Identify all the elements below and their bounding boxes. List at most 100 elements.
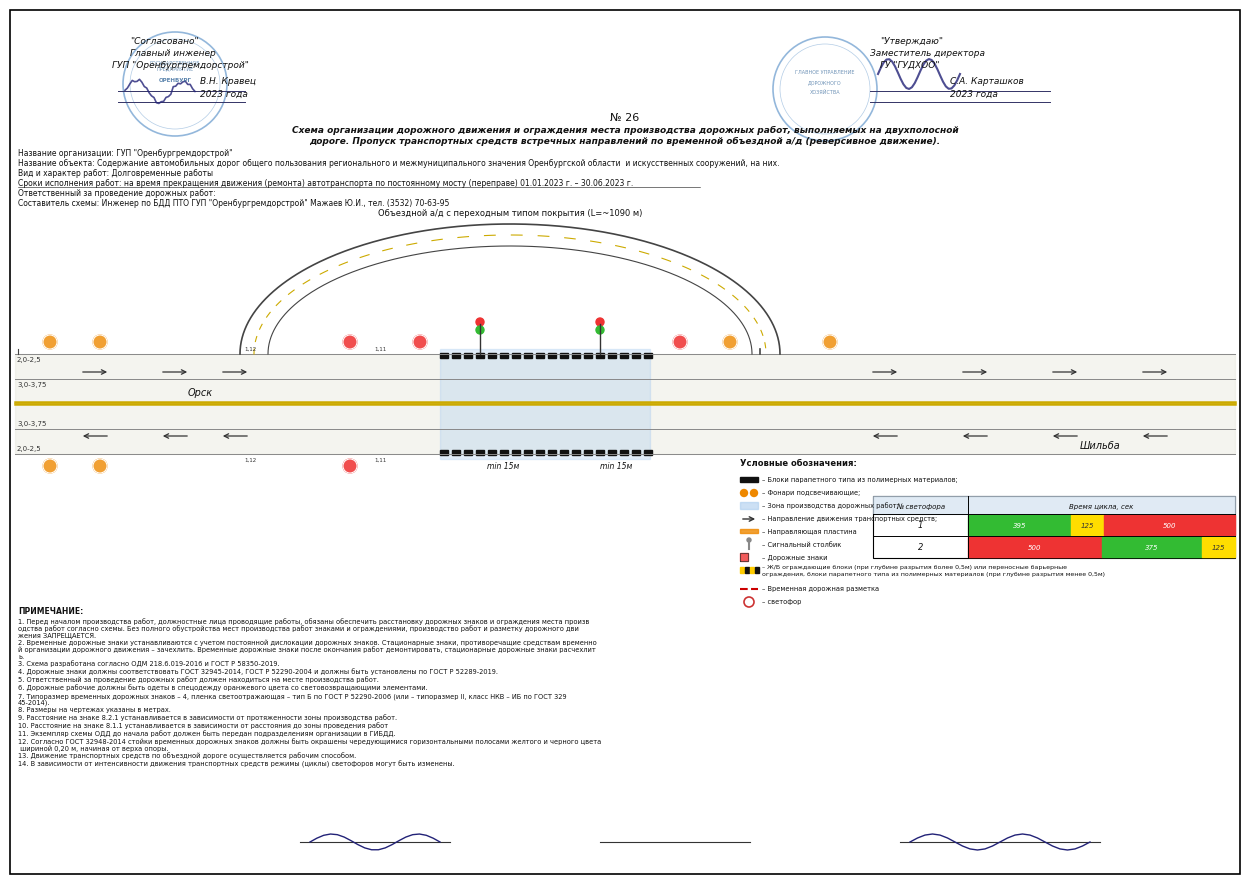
Circle shape <box>412 335 428 349</box>
Text: 3,0-3,75: 3,0-3,75 <box>18 421 46 427</box>
Circle shape <box>92 335 108 349</box>
Text: "Согласовано": "Согласовано" <box>130 37 199 46</box>
Text: Орск: Орск <box>188 388 213 398</box>
Text: Сроки исполнения работ: на время прекращения движения (ремонта) автотранспорта п: Сроки исполнения работ: на время прекращ… <box>18 179 634 188</box>
Bar <box>440 349 650 459</box>
Circle shape <box>42 459 58 473</box>
Text: одства работ согласно схемы. Без полного обустройства мест производства работ зн: одства работ согласно схемы. Без полного… <box>18 625 579 632</box>
Text: Название объекта: Содержание автомобильных дорог общего пользования региональног: Название объекта: Содержание автомобильн… <box>18 159 780 168</box>
Text: ДОРОЖНОГО: ДОРОЖНОГО <box>809 80 841 85</box>
Circle shape <box>750 490 758 497</box>
Text: – Направляющая пластина: – Направляющая пластина <box>762 529 856 535</box>
Text: 125: 125 <box>1211 545 1225 551</box>
Text: – Сигнальный столбик: – Сигнальный столбик <box>762 542 841 548</box>
Circle shape <box>476 326 484 334</box>
Text: Название организации: ГУП "Оренбургремдорстрой": Название организации: ГУП "Оренбургремдо… <box>18 149 232 158</box>
Circle shape <box>672 335 688 349</box>
Bar <box>524 450 532 455</box>
Bar <box>596 450 604 455</box>
Text: дороге. Пропуск транспортных средств встречных направлений по временной объездно: дороге. Пропуск транспортных средств вст… <box>310 137 940 146</box>
Text: ХОЗЯЙСТВА: ХОЗЯЙСТВА <box>810 90 840 95</box>
Bar <box>548 450 556 455</box>
Bar <box>536 353 544 358</box>
Text: ГУ "ГУДХОО": ГУ "ГУДХОО" <box>880 61 940 70</box>
Text: Главный инженер: Главный инженер <box>130 49 216 58</box>
Text: 1,11: 1,11 <box>374 347 386 352</box>
Text: 8. Размеры на чертежах указаны в метрах.: 8. Размеры на чертежах указаны в метрах. <box>18 707 171 713</box>
Bar <box>872 496 1235 514</box>
Bar <box>440 353 448 358</box>
Bar <box>750 567 754 573</box>
Text: 9. Расстояние на знаке 8.2.1 устанавливается в зависимости от протяженности зоны: 9. Расстояние на знаке 8.2.1 устанавлива… <box>18 714 398 721</box>
Text: ограждения, блоки парапетного типа из полимерных материалов (при глубине разрыти: ограждения, блоки парапетного типа из по… <box>762 572 1105 577</box>
Text: Заместитель директора: Заместитель директора <box>870 49 985 58</box>
Text: Шильба: Шильба <box>1080 441 1120 451</box>
Text: – Временная дорожная разметка: – Временная дорожная разметка <box>762 586 879 592</box>
Text: 2023 года: 2023 года <box>950 90 998 99</box>
Bar <box>464 353 472 358</box>
Bar <box>500 353 508 358</box>
Text: 1,12: 1,12 <box>244 347 256 352</box>
Bar <box>632 353 640 358</box>
Bar <box>1071 515 1104 535</box>
Bar <box>524 353 532 358</box>
Text: 2023 года: 2023 года <box>200 90 248 99</box>
Text: min 15м: min 15м <box>600 462 632 471</box>
Bar <box>644 450 652 455</box>
Bar <box>1101 537 1201 557</box>
Bar <box>560 353 568 358</box>
Bar <box>620 353 628 358</box>
Text: Вид и характер работ: Долговременные работы: Вид и характер работ: Долговременные раб… <box>18 169 212 178</box>
Text: Время цикла, сек: Время цикла, сек <box>1069 504 1134 510</box>
Bar <box>584 450 592 455</box>
Text: 1. Перед началом производства работ, должностные лица проводящие работы, обязаны: 1. Перед началом производства работ, дол… <box>18 618 590 625</box>
Bar <box>476 353 484 358</box>
Bar <box>632 450 640 455</box>
Text: 500: 500 <box>1028 545 1041 551</box>
Text: 45-2014).: 45-2014). <box>18 700 50 706</box>
Bar <box>608 450 616 455</box>
Text: 10. Расстояние на знаке 8.1.1 устанавливается в зависимости от расстояния до зон: 10. Расстояние на знаке 8.1.1 устанавлив… <box>18 722 388 729</box>
Text: 500: 500 <box>1162 523 1176 529</box>
Bar <box>15 354 1235 454</box>
Text: min 15м: min 15м <box>488 462 519 471</box>
Bar <box>620 450 628 455</box>
Text: № светофора: № светофора <box>896 504 945 510</box>
Text: – Блоки парапетного типа из полимерных материалов;: – Блоки парапетного типа из полимерных м… <box>762 477 958 483</box>
Text: 2: 2 <box>918 543 924 552</box>
Bar <box>572 450 580 455</box>
Text: Условные обозначения:: Условные обозначения: <box>740 459 858 468</box>
Text: ПРЕДПРИЯТИЕ: ПРЕДПРИЯТИЕ <box>156 66 194 71</box>
Circle shape <box>822 335 838 349</box>
Bar <box>548 353 556 358</box>
Bar <box>512 353 520 358</box>
Text: Схема организации дорожного движения и ограждения места производства дорожных ра: Схема организации дорожного движения и о… <box>291 126 959 135</box>
Circle shape <box>476 318 484 326</box>
Bar <box>584 353 592 358</box>
Bar <box>740 502 758 509</box>
Text: 2,0-2,5: 2,0-2,5 <box>18 357 41 363</box>
Text: 7. Типоразмер временных дорожных знаков – 4, пленка светоотражающая – тип Б по Г: 7. Типоразмер временных дорожных знаков … <box>18 693 566 699</box>
Bar <box>740 477 758 482</box>
Text: Ответственный за проведение дорожных работ:: Ответственный за проведение дорожных раб… <box>18 189 216 198</box>
Circle shape <box>748 538 751 542</box>
Bar <box>536 450 544 455</box>
Text: ГОСУДАРСТВЕННОЕ: ГОСУДАРСТВЕННОЕ <box>150 60 200 65</box>
Text: 1,12: 1,12 <box>244 458 256 463</box>
Text: – Ж/Б ограждающие блоки (при глубине разрытия более 0,5м) или переносные барьерн: – Ж/Б ограждающие блоки (при глубине раз… <box>762 565 1068 570</box>
Text: 125: 125 <box>1081 523 1095 529</box>
Bar <box>476 450 484 455</box>
Text: С.А. Карташков: С.А. Карташков <box>950 77 1024 86</box>
Circle shape <box>596 318 604 326</box>
Text: 3,0-3,75: 3,0-3,75 <box>18 382 46 388</box>
Circle shape <box>722 335 738 349</box>
Bar <box>755 567 759 573</box>
Bar <box>644 353 652 358</box>
Bar <box>968 515 1071 535</box>
Circle shape <box>342 335 357 349</box>
Bar <box>440 450 448 455</box>
Bar <box>740 553 748 561</box>
Bar <box>596 353 604 358</box>
Circle shape <box>740 490 748 497</box>
Text: – Фонари подсвечивающие;: – Фонари подсвечивающие; <box>762 490 860 496</box>
